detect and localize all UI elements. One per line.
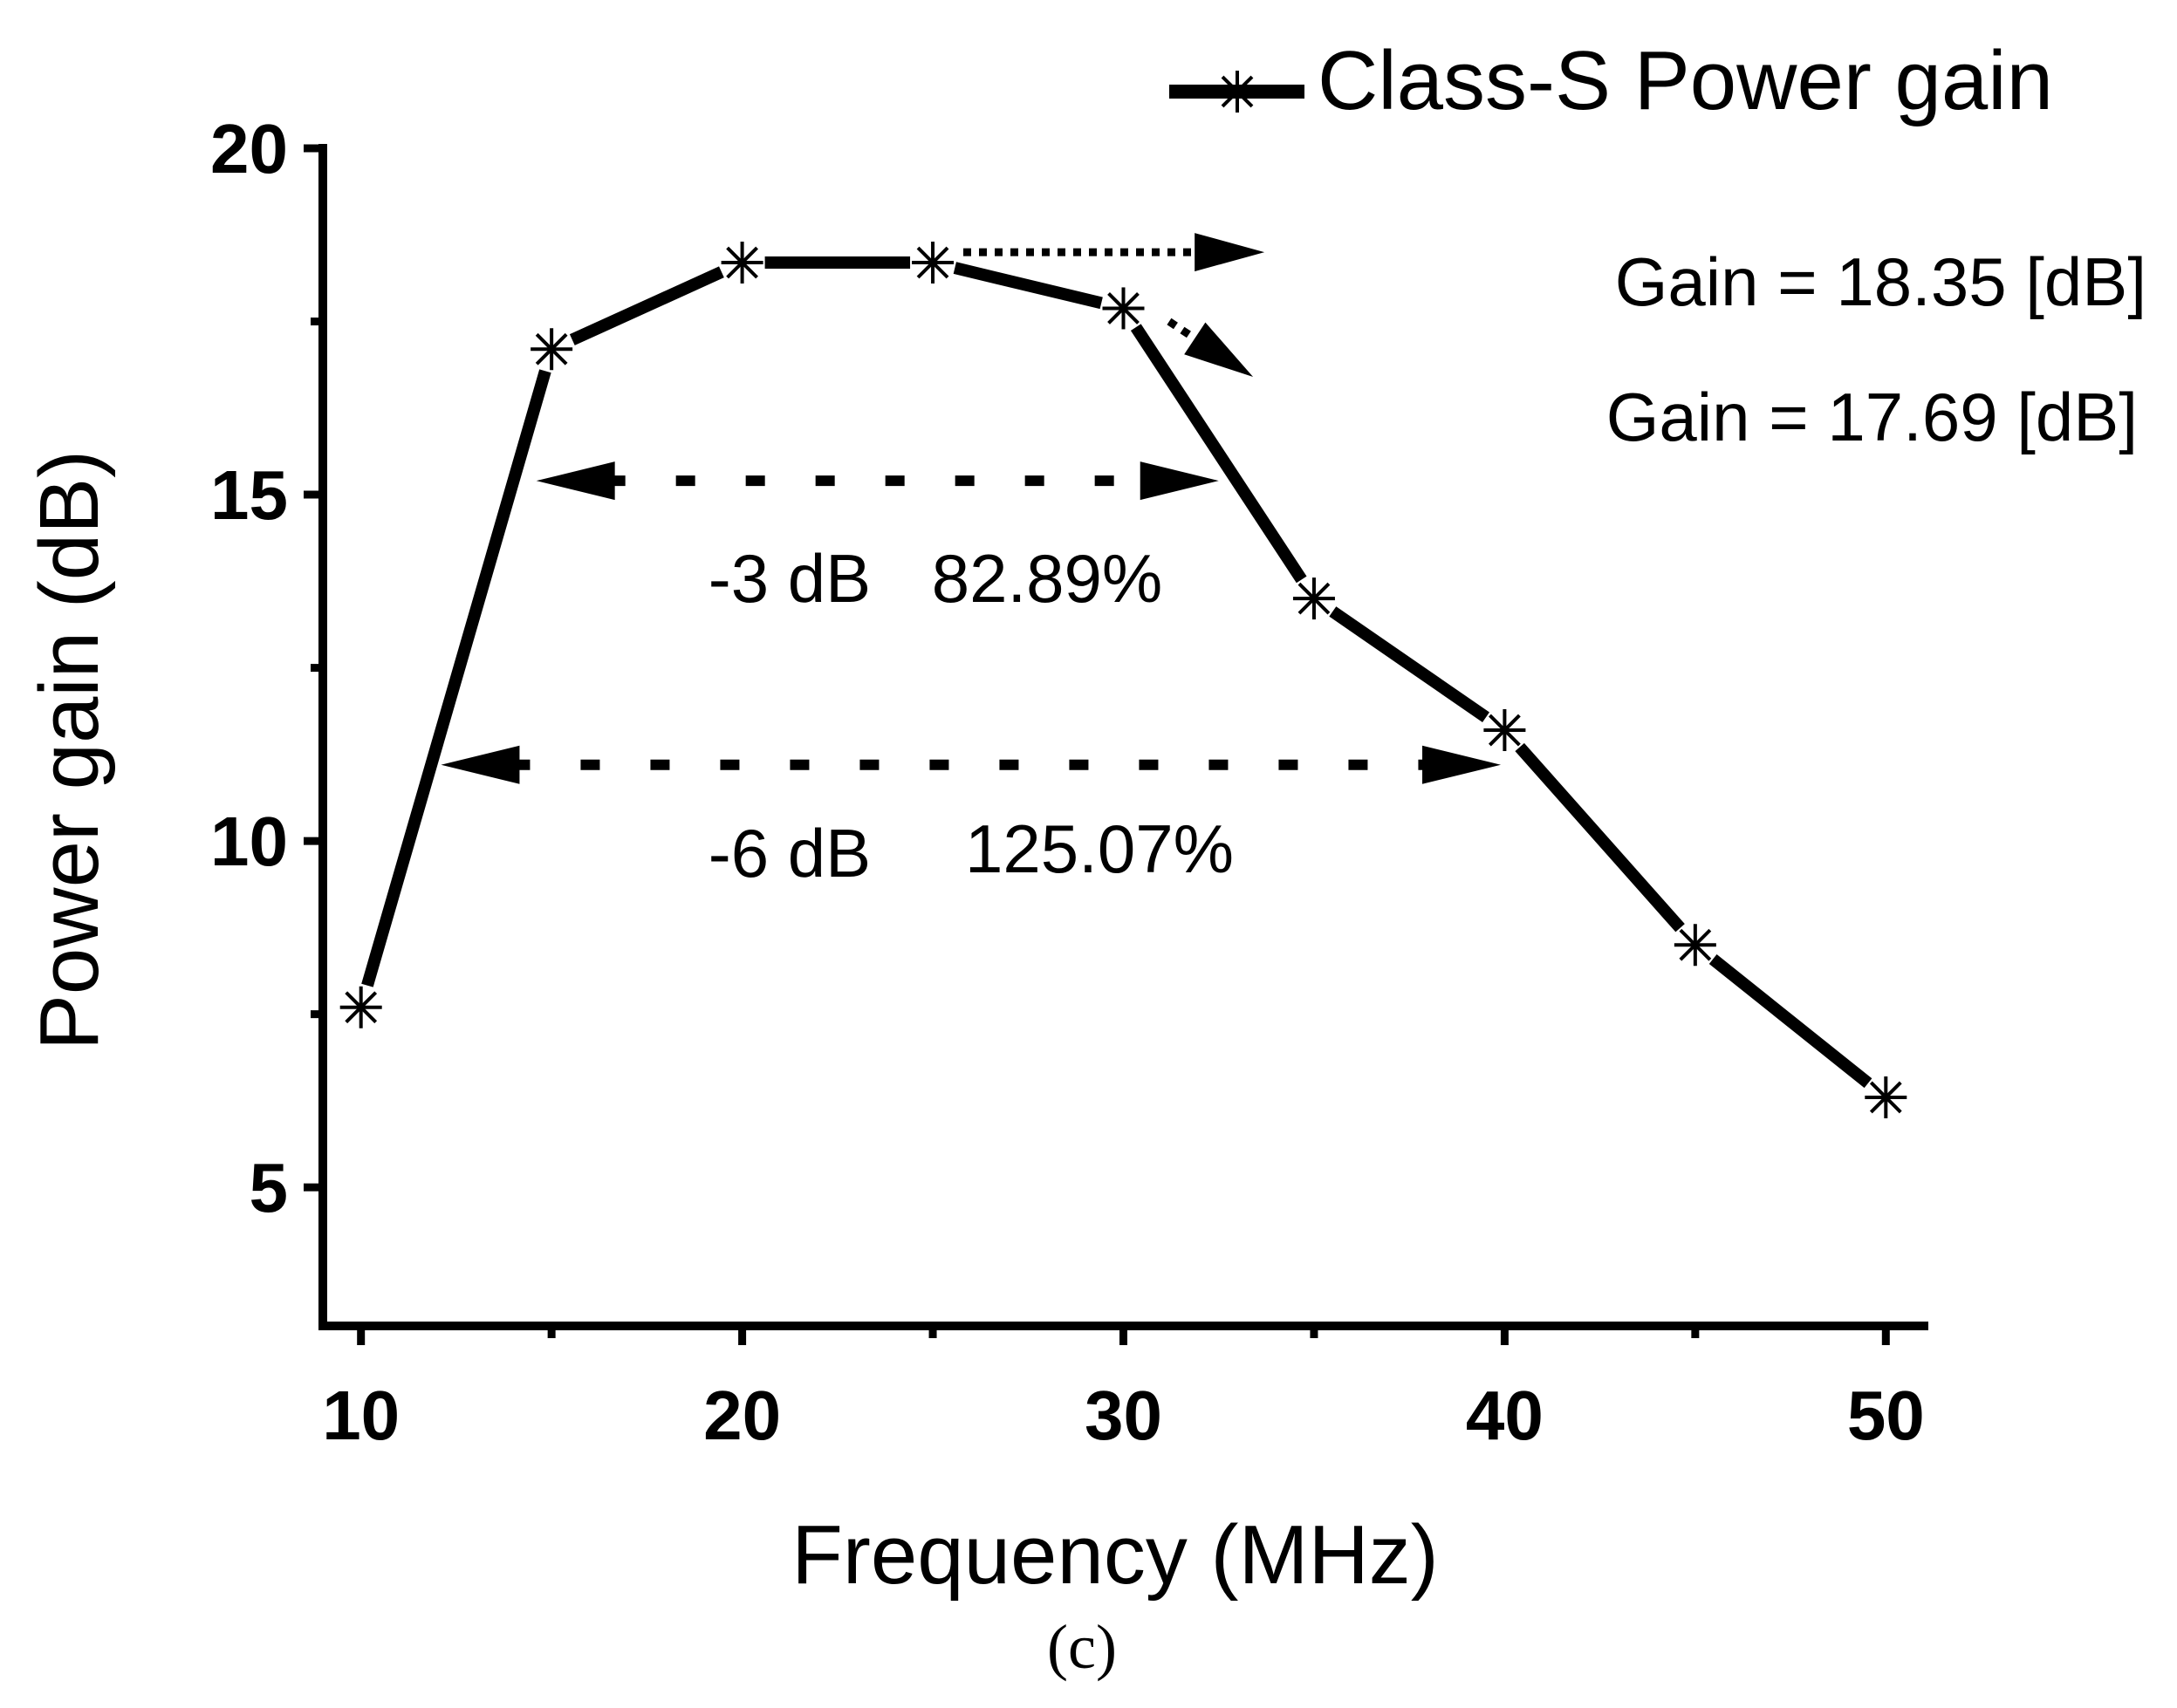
bandwidth-arrow-right <box>1140 461 1219 501</box>
x-tick-label: 30 <box>1085 1377 1162 1454</box>
series-line-segment <box>1515 742 1685 933</box>
series-line-segment <box>361 369 551 987</box>
marker-stroke <box>1679 928 1712 961</box>
bw-3db-percent: 82.89% <box>932 540 1163 617</box>
marker-stroke <box>535 332 568 366</box>
data-point-marker <box>1865 1076 1907 1118</box>
y-tick-label: 20 <box>210 110 288 188</box>
x-tick-label: 20 <box>703 1377 781 1454</box>
marker-stroke <box>726 246 758 279</box>
marker-stroke <box>1221 75 1254 108</box>
data-point-marker <box>1674 924 1716 967</box>
data-point-marker <box>912 242 955 284</box>
bandwidth-arrow-left <box>536 461 615 501</box>
bandwidth-arrow-left <box>441 745 520 784</box>
data-point-marker <box>1292 577 1335 620</box>
legend-asterisk <box>1216 71 1258 113</box>
legend-label: Class-S Power gain <box>1318 34 2053 127</box>
marker-stroke <box>1869 1081 1902 1114</box>
series-line-segment <box>1130 324 1307 584</box>
annotation-arrow-head <box>1195 233 1265 272</box>
annotations: Gain = 18.35 [dB] Gain = 17.69 [dB] -3 dB 8… <box>441 233 2146 892</box>
marker-stroke <box>1297 582 1331 615</box>
x-tick-label: 40 <box>1466 1377 1544 1454</box>
bw-3db-label: -3 dB <box>709 540 871 617</box>
annotation-arrow-head <box>1184 322 1254 378</box>
bandwidth-arrow-right <box>1422 745 1502 784</box>
y-tick-label: 15 <box>210 456 288 534</box>
series-line-segment <box>1708 954 1872 1089</box>
series-line-segment <box>1329 606 1489 723</box>
data-point-marker <box>339 986 382 1028</box>
y-tick-label: 10 <box>210 803 288 880</box>
bw-6db-label: -6 dB <box>709 815 871 892</box>
data-point-marker <box>1102 287 1145 330</box>
y-axis-title: Power gain (dB) <box>23 450 116 1050</box>
series <box>339 242 1907 1118</box>
ticks: 10 20 30 40 50 5 10 15 20 <box>210 110 1925 1454</box>
data-point-marker <box>1483 709 1526 752</box>
x-tick-label: 50 <box>1847 1377 1925 1454</box>
marker-stroke <box>1489 714 1521 747</box>
marker-stroke <box>1107 292 1140 325</box>
gain-30-label: Gain = 17.69 [dB] <box>1606 379 2138 455</box>
figure-caption: (c) <box>1047 1612 1117 1682</box>
series-line-segment <box>569 266 724 345</box>
data-point-marker <box>721 242 763 284</box>
gain-max-label: Gain = 18.35 [dB] <box>1615 243 2146 320</box>
y-tick-label: 5 <box>250 1149 289 1226</box>
x-axis-title: Frequency (MHz) <box>791 1508 1438 1602</box>
marker-stroke <box>916 246 949 279</box>
data-point-marker <box>531 328 573 371</box>
series-line-segment <box>953 262 1103 310</box>
bw-6db-percent: 125.07% <box>965 810 1234 887</box>
legend-marker-icon <box>1216 71 1258 113</box>
marker-stroke <box>345 991 378 1024</box>
legend: Class-S Power gain <box>1169 34 2053 127</box>
x-tick-label: 10 <box>322 1377 400 1454</box>
